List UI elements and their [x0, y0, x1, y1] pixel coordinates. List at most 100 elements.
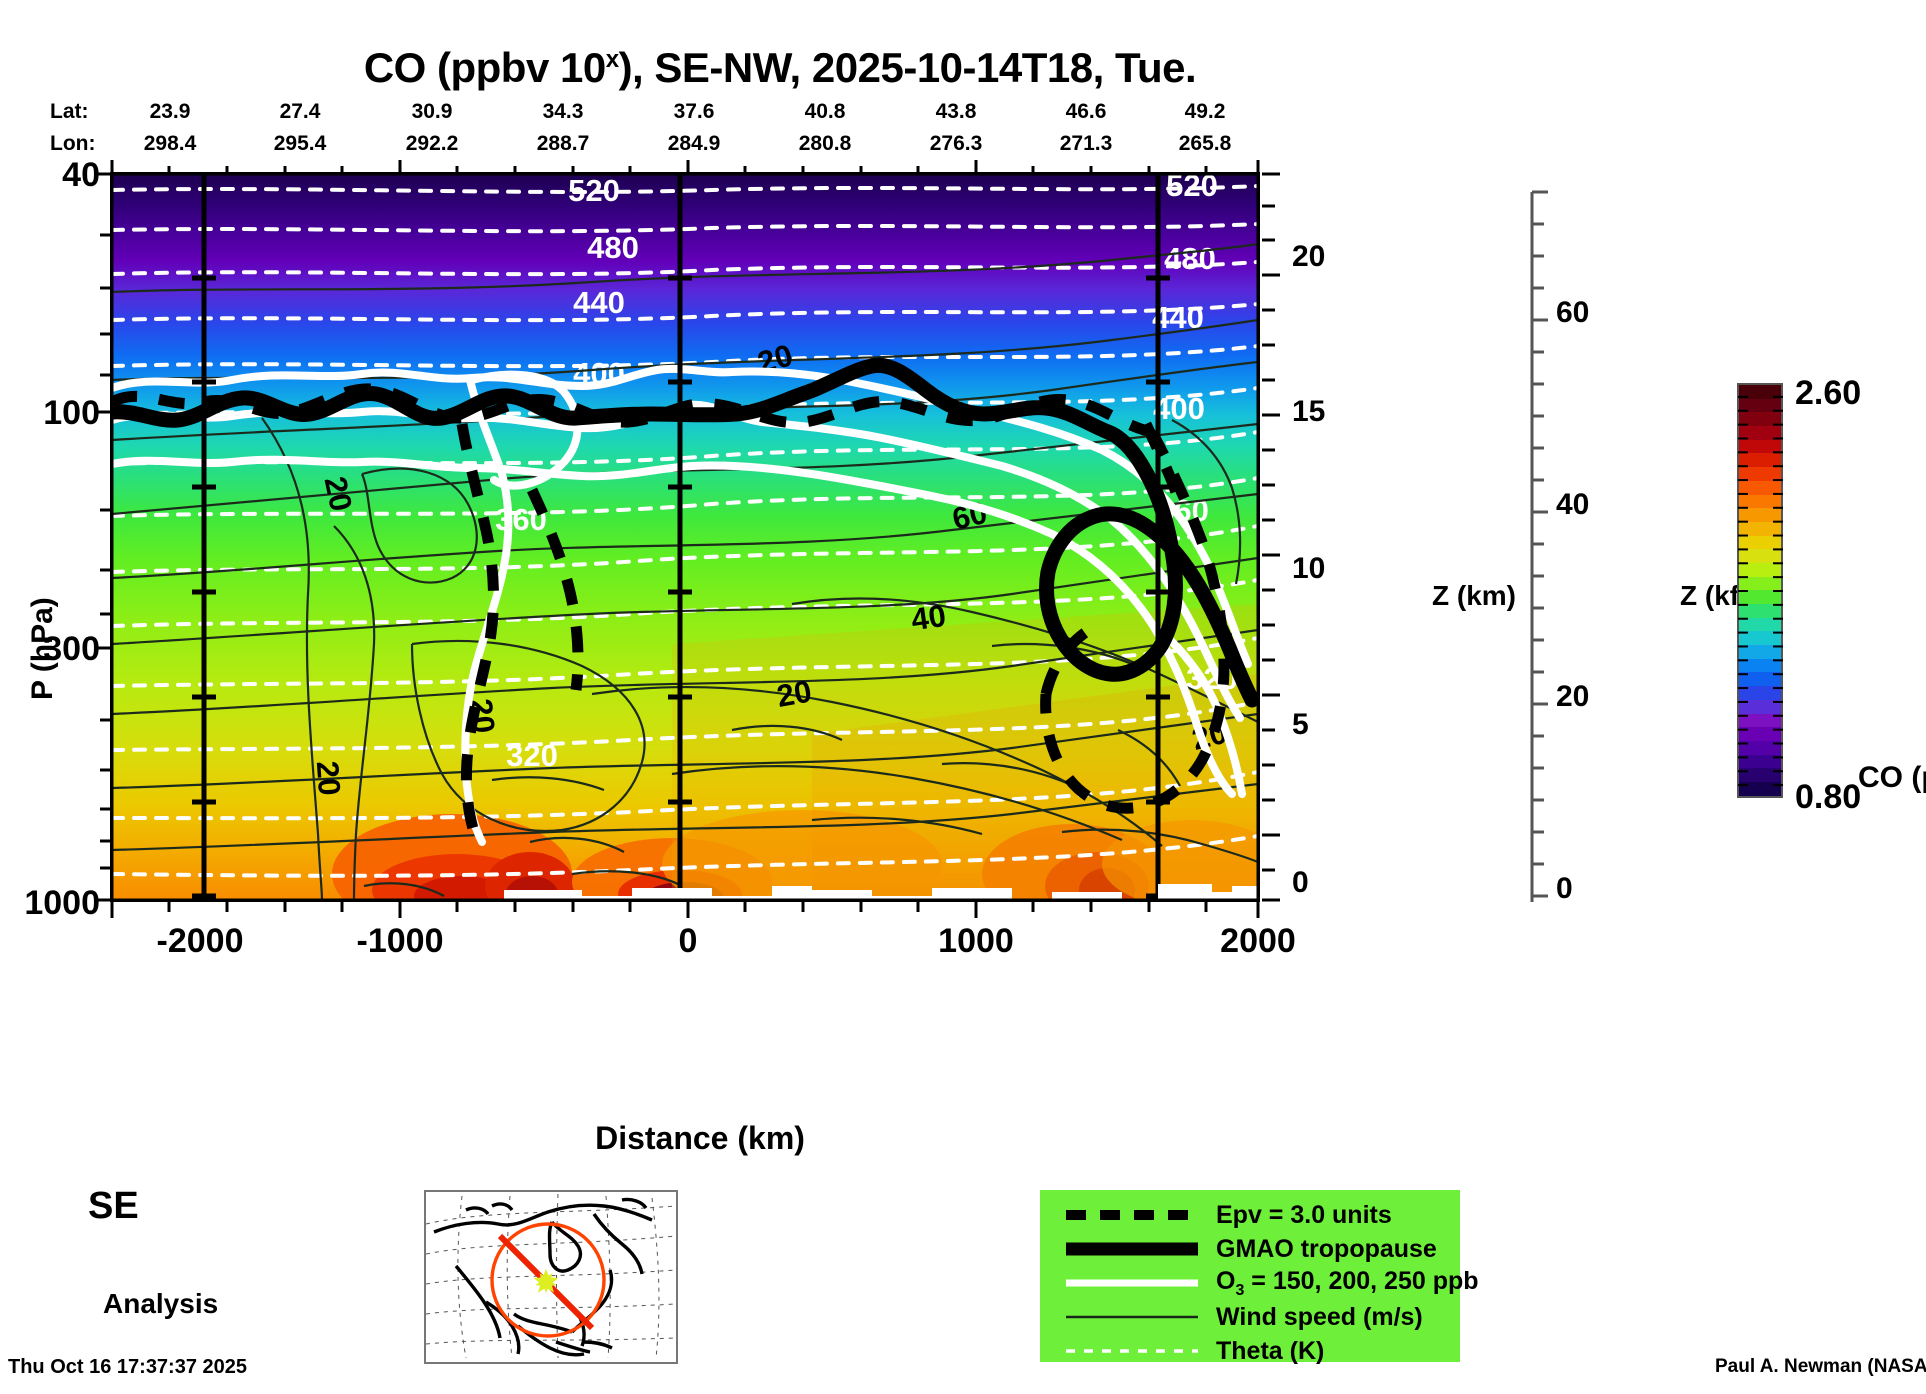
colorbar-band: [1739, 549, 1781, 563]
colorbar-band: [1739, 576, 1781, 591]
legend-label-theta: Theta (K): [1216, 1336, 1325, 1365]
z-kft-tick: 20: [1556, 680, 1590, 713]
colorbar-band: [1739, 617, 1781, 632]
legend-label-ozone: O3 = 150, 200, 250 ppb: [1202, 1267, 1479, 1300]
lat-value: 34.3: [542, 100, 584, 123]
colorbar-band: [1739, 631, 1781, 646]
legend-label-wind: Wind speed (m/s): [1216, 1302, 1423, 1331]
reference-line-ticks: [192, 275, 1170, 899]
lat-value: 43.8: [935, 100, 977, 123]
legend[interactable]: Epv = 3.0 units GMAO tropopause O3 = 150…: [1040, 1190, 1479, 1365]
svg-text:520: 520: [1166, 174, 1218, 203]
page-title-text: CO (ppbv 10x), SE-NW, 2025-10-14T18, Tue…: [363, 44, 1197, 91]
lon-value: 276.3: [929, 132, 983, 155]
svg-text:520: 520: [568, 174, 620, 208]
x-axis-tick: 1000: [938, 922, 1014, 960]
direction-label-se: SE: [88, 1185, 139, 1227]
inset-graticule: [426, 1193, 676, 1359]
lon-value: 288.7: [536, 132, 590, 155]
colorbar-band: [1739, 562, 1781, 577]
inset-range-ring: [490, 1222, 606, 1338]
lon-value: 298.4: [143, 132, 197, 155]
x-axis-tick: -1000: [356, 922, 444, 960]
author-credit: Paul A. Newman (NASA: [1715, 1356, 1926, 1377]
legend-item-tropopause[interactable]: GMAO tropopause: [1062, 1232, 1460, 1266]
colorbar-band: [1739, 768, 1781, 782]
colorbar-band: [1739, 645, 1781, 659]
legend-label-ozone-pre: O: [1216, 1266, 1236, 1295]
z-km-tick: 0: [1292, 866, 1309, 899]
colorbar-band: [1739, 727, 1781, 741]
svg-text:440: 440: [573, 285, 625, 320]
inset-center-star: [533, 1269, 559, 1293]
z-kft-tick: 0: [1556, 872, 1573, 905]
lat-value: 46.6: [1065, 100, 1107, 123]
legend-item-wind[interactable]: Wind speed (m/s): [1062, 1300, 1460, 1334]
x-axis-tick: 2000: [1220, 922, 1296, 960]
cross-section-plot[interactable]: 520 480 440 400 360 320 520 480 440 400 …: [110, 172, 1260, 902]
legend-item-ozone[interactable]: O3 = 150, 200, 250 ppb: [1062, 1266, 1479, 1300]
colorbar-label-text: CO (ppbv 10x): [1858, 761, 1926, 794]
colorbar-min-label: 0.80: [1795, 778, 1862, 816]
lon-value: 295.4: [273, 132, 327, 155]
colorbar-band: [1739, 590, 1781, 604]
legend-item-epv[interactable]: Epv = 3.0 units: [1062, 1198, 1460, 1232]
colorbar-band: [1739, 740, 1781, 755]
inset-map-canvas: [426, 1192, 676, 1362]
svg-text:480: 480: [587, 230, 639, 265]
lon-label: Lon:: [50, 132, 96, 155]
tropopause-line-sample: [1062, 1232, 1202, 1266]
colorbar-band: [1739, 521, 1781, 536]
svg-text:400: 400: [1153, 391, 1205, 426]
svg-text:20: 20: [318, 473, 359, 514]
colorbar-band: [1739, 467, 1781, 481]
colorbar-band: [1739, 385, 1781, 399]
legend-label-tropopause: GMAO tropopause: [1216, 1234, 1437, 1263]
z-km-axis: [1262, 172, 1280, 902]
cross-section-canvas: 520 480 440 400 360 320 520 480 440 400 …: [112, 174, 1258, 900]
colorbar-band: [1739, 412, 1781, 427]
legend-label-ozone-sub: 3: [1235, 1281, 1245, 1299]
colorbar-band: [1739, 439, 1781, 454]
colorbar-band: [1739, 494, 1781, 509]
coordinate-header: Lat: Lon: 23.9 27.4 30.9 34.3 37.6 40.8 43.8 46…: [0, 96, 1400, 166]
epv-line-sample: [1062, 1198, 1202, 1232]
wind-line-sample: [1062, 1300, 1202, 1334]
theta-labels: 520 480 440 400 360 320 520 480 440 400 …: [495, 174, 1238, 773]
y-axis-tick: 300: [43, 630, 100, 668]
colorbar-band: [1739, 672, 1781, 687]
z-km-tick: 15: [1292, 395, 1326, 428]
colorbar-band: [1739, 713, 1781, 728]
x-axis-tick: -2000: [156, 922, 244, 960]
z-km-tick: 20: [1292, 240, 1326, 273]
analysis-label: Analysis: [103, 1288, 219, 1319]
top-axis-ticks: [110, 160, 1260, 174]
colorbar[interactable]: [1737, 383, 1783, 798]
lat-value: 40.8: [804, 100, 846, 123]
svg-text:480: 480: [1164, 241, 1216, 276]
z-km-label-text: Z (km): [1432, 580, 1516, 611]
bottom-axis-ticks: [110, 902, 1260, 918]
generation-timestamp: Thu Oct 16 17:37:37 2025: [8, 1356, 248, 1378]
reference-lines: [201, 174, 1161, 900]
colorbar-band: [1739, 426, 1781, 440]
inset-location-map[interactable]: [424, 1190, 678, 1364]
legend-label-epv: Epv = 3.0 units: [1216, 1200, 1392, 1229]
legend-item-theta[interactable]: Theta (K): [1062, 1334, 1460, 1368]
svg-text:40: 40: [909, 598, 948, 637]
z-km-axis-label: Z (km): [1432, 580, 1516, 612]
colorbar-band: [1739, 686, 1781, 700]
lat-value: 23.9: [149, 100, 191, 123]
lat-label: Lat:: [50, 100, 89, 123]
lon-value: 280.8: [798, 132, 852, 155]
colorbar-band: [1739, 535, 1781, 550]
colorbar-band: [1739, 508, 1781, 522]
lat-value: 37.6: [673, 100, 715, 123]
x-axis-label: Distance (km): [595, 1120, 805, 1156]
colorbar-axis-label: CO (ppbv 10x): [1858, 760, 1926, 795]
lon-value: 265.8: [1178, 132, 1232, 155]
legend-label-ozone-post: = 150, 200, 250 ppb: [1244, 1266, 1479, 1295]
colorbar-band: [1739, 453, 1781, 468]
colorbar-band: [1739, 398, 1781, 413]
y-axis-tick: 40: [62, 156, 100, 194]
